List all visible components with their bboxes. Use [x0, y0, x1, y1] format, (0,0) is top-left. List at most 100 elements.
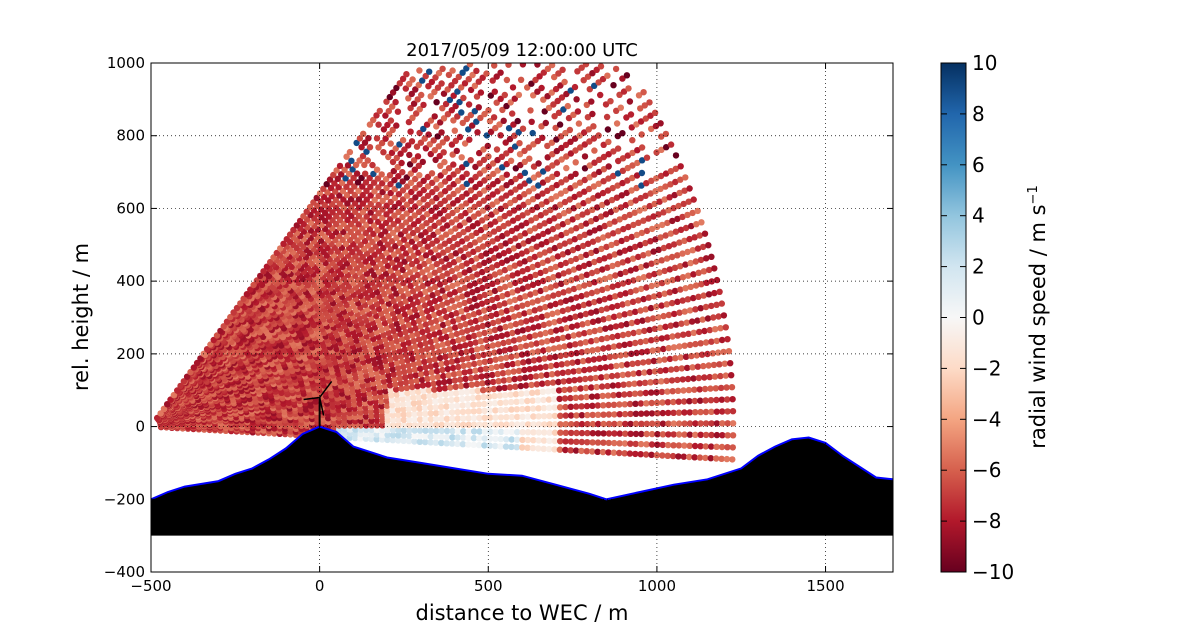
wind-sample	[441, 378, 448, 386]
wind-sample	[413, 235, 420, 242]
wind-sample	[547, 265, 554, 273]
wind-sample	[490, 254, 498, 262]
wind-sample	[459, 69, 466, 76]
wind-sample	[559, 369, 566, 376]
wind-sample	[384, 431, 391, 439]
wind-sample	[492, 407, 499, 414]
wind-sample	[410, 337, 417, 345]
wind-sample	[359, 208, 367, 216]
wind-sample	[402, 85, 409, 92]
wind-sample	[697, 431, 704, 438]
wind-sample	[634, 147, 641, 154]
wind-sample	[546, 217, 553, 224]
wind-sample	[701, 327, 708, 335]
wind-sample	[688, 352, 695, 360]
wind-sample	[652, 236, 659, 243]
wind-sample	[713, 443, 720, 450]
wind-sample	[405, 400, 412, 407]
wind-sample	[464, 355, 471, 362]
wind-sample	[489, 342, 497, 349]
wind-sample	[406, 427, 413, 434]
wind-sample	[599, 266, 606, 273]
wind-sample	[686, 442, 693, 449]
wind-sample	[665, 431, 672, 438]
wind-sample	[729, 420, 737, 427]
wind-sample	[428, 207, 435, 214]
wind-sample	[425, 387, 433, 394]
wind-sample	[535, 160, 542, 167]
wind-sample	[524, 421, 532, 428]
wind-sample	[441, 264, 448, 271]
wind-sample	[528, 381, 535, 389]
wind-sample	[497, 428, 505, 435]
wind-sample	[563, 153, 570, 160]
wind-sample	[479, 380, 486, 387]
wind-sample	[517, 161, 524, 169]
wind-sample	[633, 349, 640, 357]
wind-sample	[576, 191, 583, 198]
wind-sample	[437, 391, 444, 399]
wind-sample	[544, 165, 551, 172]
wind-sample	[663, 377, 670, 385]
wind-sample	[692, 340, 699, 348]
wind-sample	[389, 103, 396, 110]
wind-sample	[378, 223, 385, 230]
wind-sample	[650, 213, 657, 220]
wind-sample	[697, 340, 704, 347]
wind-sample	[433, 421, 440, 429]
wind-sample	[217, 327, 224, 335]
wind-sample	[486, 305, 493, 312]
wind-sample	[488, 335, 495, 342]
wind-sample	[523, 248, 530, 255]
wind-sample	[525, 188, 533, 195]
wind-sample	[358, 144, 365, 151]
wind-sample	[643, 400, 650, 407]
wind-sample	[668, 377, 676, 384]
wind-sample	[586, 366, 593, 373]
wind-sample	[363, 148, 370, 155]
wind-sample	[683, 319, 690, 326]
wind-sample	[630, 329, 637, 337]
wind-sample	[698, 281, 705, 288]
wind-sample	[431, 88, 438, 96]
wind-sample	[642, 451, 650, 458]
wind-sample	[498, 309, 505, 316]
wind-sample	[339, 187, 347, 195]
wind-sample	[402, 285, 410, 292]
wind-sample	[689, 364, 696, 371]
wind-sample	[557, 299, 564, 306]
wind-sample	[250, 281, 257, 289]
wind-sample	[383, 341, 390, 348]
wind-sample	[398, 253, 405, 260]
wind-sample	[343, 183, 350, 190]
wind-sample	[458, 329, 466, 336]
wind-sample	[465, 428, 472, 435]
wind-sample	[423, 121, 431, 128]
wind-sample	[652, 378, 660, 385]
wind-sample	[389, 427, 397, 434]
wind-sample	[576, 233, 583, 241]
wind-sample	[493, 198, 501, 205]
wind-sample	[540, 96, 547, 103]
wind-sample	[581, 188, 588, 195]
wind-sample	[567, 447, 574, 454]
wind-sample	[405, 290, 412, 297]
wind-sample	[686, 398, 693, 405]
wind-sample	[676, 309, 683, 316]
wind-sample	[516, 311, 523, 319]
wind-sample	[461, 80, 469, 87]
wind-sample	[537, 212, 545, 219]
wind-sample	[418, 347, 426, 354]
wind-sample	[467, 187, 475, 194]
wind-sample	[657, 185, 664, 193]
wind-sample	[237, 300, 244, 307]
wind-sample	[386, 172, 394, 179]
wind-sample	[591, 82, 598, 90]
wind-sample	[476, 170, 484, 177]
wind-sample	[428, 305, 436, 313]
wind-sample	[581, 153, 589, 160]
wind-sample	[628, 187, 635, 194]
wind-sample	[574, 244, 582, 252]
wind-sample	[656, 291, 663, 299]
wind-sample	[406, 344, 414, 352]
